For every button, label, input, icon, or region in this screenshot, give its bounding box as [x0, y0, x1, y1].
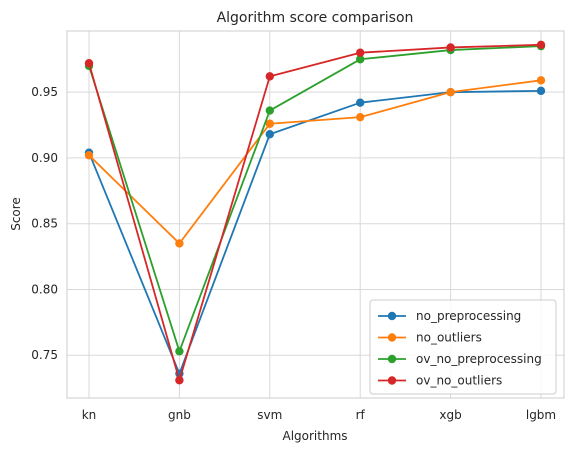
series-line [88, 79, 542, 245]
legend-marker [387, 376, 397, 385]
data-point [175, 376, 184, 385]
plot-area-frame [66, 30, 565, 399]
y-tick-label: 0.80 [31, 282, 58, 296]
data-point [175, 239, 184, 248]
legend-item: ov_no_outliers [378, 374, 502, 388]
data-point [84, 151, 94, 160]
y-axis-label: Score [9, 197, 23, 231]
y-tick-labels: 0.75 0.80 0.85 0.90 0.95 [31, 85, 58, 362]
data-point [446, 87, 455, 97]
legend-item: no_outliers [378, 331, 482, 345]
legend-marker [387, 333, 397, 342]
chart-title: Algorithm score comparison [217, 10, 414, 26]
legend-marker [387, 354, 397, 364]
data-point [356, 112, 365, 122]
data-point [356, 48, 365, 57]
data-point [265, 106, 274, 115]
x-tick-label: svm [257, 408, 282, 422]
x-axis-label: Algorithms [282, 429, 347, 443]
data-point [175, 347, 184, 356]
series-line [88, 43, 542, 382]
series-no_outliers [84, 76, 546, 248]
x-tick-labels: kn gnb svm rf xgb lgbm [82, 408, 556, 422]
data-point [536, 40, 546, 50]
data-point [536, 86, 546, 96]
x-tick-label: gnb [168, 408, 191, 422]
legend-box [369, 299, 557, 395]
legend-label: no_outliers [416, 331, 482, 345]
series-line [88, 45, 542, 353]
series-layer [84, 40, 546, 385]
y-tick-label: 0.95 [31, 85, 58, 99]
y-tick-label: 0.90 [31, 151, 58, 165]
data-point [446, 43, 455, 52]
x-tick-label: lgbm [526, 408, 556, 422]
y-tick-label: 0.75 [31, 348, 58, 362]
x-tick-label: kn [82, 408, 97, 422]
data-point [265, 119, 274, 128]
series-ov_no_outliers [84, 40, 546, 385]
data-point [536, 76, 546, 85]
data-point [356, 55, 365, 64]
legend-marker [387, 311, 397, 321]
x-tick-label: xgb [439, 408, 461, 422]
series-line [88, 89, 542, 375]
x-tick-label: rf [356, 408, 366, 422]
data-point [84, 59, 94, 68]
legend-label: ov_no_preprocessing [416, 352, 542, 366]
data-point [265, 72, 274, 81]
legend-label: ov_no_outliers [416, 374, 502, 388]
legend-item: ov_no_preprocessing [378, 352, 542, 366]
legend-item: no_preprocessing [378, 309, 521, 323]
legend: no_preprocessing no_outliers ov_no_preproc… [369, 299, 557, 395]
y-tick-label: 0.85 [31, 217, 58, 231]
data-point [356, 98, 365, 107]
data-point [265, 130, 274, 139]
legend-label: no_preprocessing [416, 309, 521, 323]
